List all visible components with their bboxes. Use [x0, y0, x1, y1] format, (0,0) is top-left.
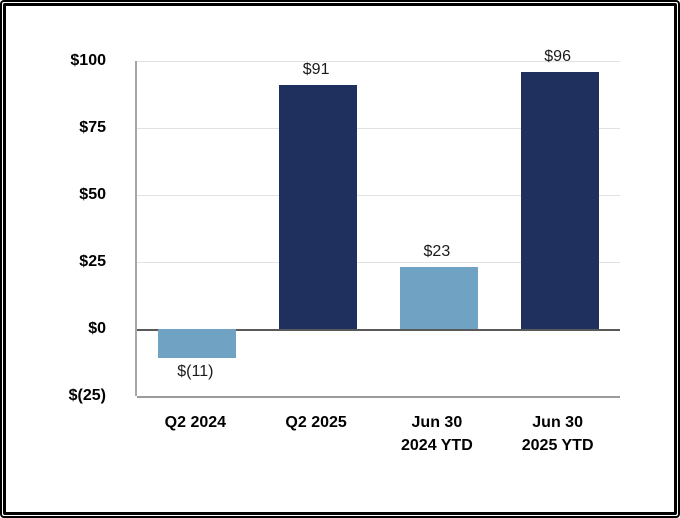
bar-chart-plot-area [135, 61, 620, 398]
data-label-q2-2025: $91 [302, 61, 330, 79]
y-tick-label-25: $25 [79, 253, 106, 270]
gridline-25 [137, 262, 620, 263]
x-category-label-q2-2025: Q2 2025 [285, 414, 347, 431]
x-category-label-jun-30-2024-ytd: Jun 30 2024 YTD [401, 414, 473, 454]
chart-frame: $100 $75 $50 $25 $0 $(25) $(11) Q2 2024 $91 Q2 2… [3, 3, 677, 515]
gridline-100 [137, 61, 620, 62]
gridline-50 [137, 195, 620, 196]
y-tick-label-75: $75 [79, 119, 106, 136]
y-tick-label-0: $0 [88, 320, 106, 337]
y-tick-label-100: $100 [70, 52, 106, 69]
data-label-jun-30-2024-ytd: $23 [423, 243, 451, 261]
gridline-75 [137, 128, 620, 129]
data-label-q2-2024: $(11) [177, 363, 214, 381]
data-label-jun-30-2025-ytd: $96 [544, 47, 571, 65]
x-category-label-jun-30-2025-ytd: Jun 30 2025 YTD [521, 414, 594, 454]
gridline--25 [137, 396, 620, 398]
gridline-0 [137, 329, 620, 331]
bar-q2-2024 [158, 329, 237, 359]
bar-jun-30-2024-ytd [399, 267, 478, 329]
bar-jun-30-2025-ytd [520, 71, 599, 329]
x-category-label-q2-2024: Q2 2024 [164, 414, 227, 431]
y-tick-label--25: $(25) [68, 387, 106, 404]
y-tick-label-50: $50 [79, 186, 106, 203]
bar-q2-2025 [279, 85, 358, 329]
